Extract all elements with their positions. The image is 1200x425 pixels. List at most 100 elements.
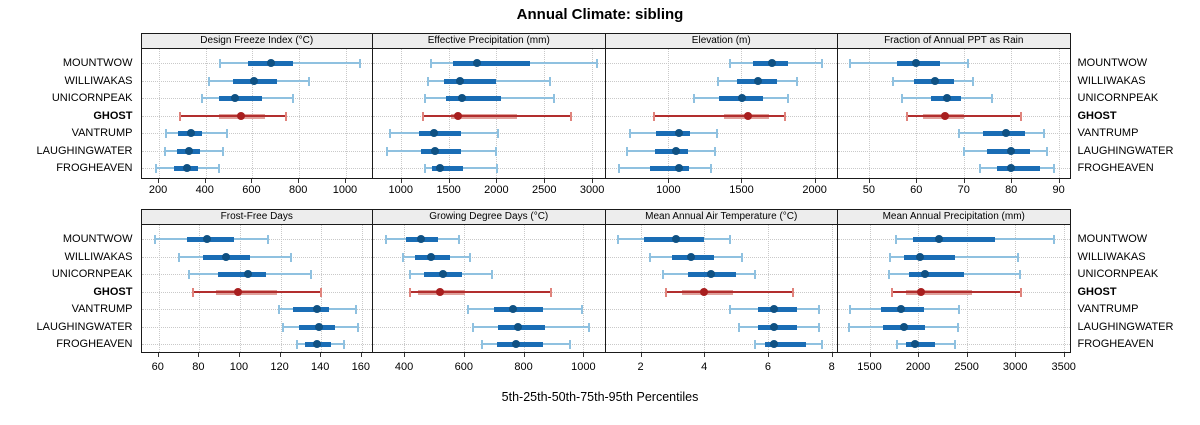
whisker-cap-low	[661, 270, 664, 279]
x-tick-label: 1500	[729, 184, 754, 196]
row-label-right: GHOST	[1077, 109, 1117, 122]
row-label-left: GHOST	[93, 285, 133, 298]
row-label-right: UNICORNPEAK	[1077, 92, 1159, 104]
whisker-cap-low	[649, 252, 652, 262]
median-dot	[186, 129, 195, 137]
whisker-cap-low	[617, 164, 620, 173]
whisker-cap-low	[188, 270, 191, 279]
panel-strip: Design Freeze Index (°C)	[140, 33, 373, 49]
median-dot	[912, 59, 921, 67]
whisker-cap-high	[792, 287, 795, 297]
h-gridline	[605, 326, 837, 328]
median-dot	[1007, 164, 1016, 172]
whisker-cap-low	[652, 111, 655, 121]
v-gridline	[668, 49, 670, 178]
v-gridline	[199, 225, 201, 352]
whisker-cap-high	[709, 164, 712, 173]
whisker-cap-high	[496, 164, 499, 173]
median-dot	[454, 111, 463, 120]
whisker-cap-high	[715, 129, 718, 138]
v-gridline	[868, 49, 870, 178]
x-tick-label: 2500	[532, 184, 557, 196]
median-dot	[770, 340, 779, 348]
whisker-cap-high	[754, 270, 757, 279]
whisker-cap-high	[956, 322, 959, 332]
x-tick-label: 1000	[571, 361, 596, 373]
whisker-cap-high	[991, 94, 994, 103]
h-gridline	[605, 133, 837, 134]
whisker-cap-low	[894, 235, 897, 244]
median-dot	[687, 252, 696, 261]
whisker-cap-low	[957, 129, 960, 138]
median-dot	[671, 235, 680, 243]
h-gridline	[141, 150, 372, 152]
x-tick-label: 1500	[857, 361, 882, 373]
whisker-cap-low	[887, 270, 890, 279]
row-label-right: MOUNTWOW	[1077, 57, 1148, 69]
median-dot	[920, 270, 929, 278]
x-tick-label: 8	[828, 361, 835, 373]
median-dot	[435, 164, 444, 172]
v-gridline	[1058, 49, 1060, 178]
median-dot	[935, 235, 944, 243]
whisker-cap-high	[786, 94, 789, 103]
v-gridline	[1063, 225, 1065, 352]
v-gridline	[767, 225, 769, 352]
median-dot	[438, 270, 447, 278]
panel-strip: Growing Degree Days (°C)	[373, 209, 606, 225]
row-label-left: WILLIWAKAS	[64, 74, 133, 87]
x-tick-mark	[320, 353, 322, 357]
x-tick-mark	[158, 179, 160, 183]
iqr-bar	[420, 148, 461, 154]
whisker-cap-high	[796, 76, 799, 86]
row-label-right: VANTRUMP	[1077, 127, 1139, 139]
x-tick-label: 1500	[436, 184, 461, 196]
x-tick-mark	[963, 179, 965, 183]
row-label-right: UNICORNPEAK	[1077, 268, 1159, 280]
h-gridline	[605, 344, 837, 345]
x-tick-mark	[767, 353, 769, 357]
x-tick-mark	[544, 179, 546, 183]
median-dot	[931, 76, 940, 85]
x-tick-mark	[523, 353, 525, 357]
whisker-cap-high	[714, 146, 717, 156]
median-dot	[249, 76, 258, 85]
whisker-cap-high	[458, 235, 461, 244]
row-label-right: GHOST	[1077, 285, 1117, 298]
whisker-cap-high	[741, 252, 744, 262]
whisker-cap-high	[1017, 252, 1020, 262]
whisker-cap-high	[588, 322, 591, 332]
median-dot	[244, 270, 253, 278]
iqr-bar	[443, 78, 497, 84]
x-tick-label: 120	[270, 361, 289, 373]
v-gridline	[159, 49, 161, 178]
whisker-cap-high	[497, 129, 500, 138]
whisker-cap-low	[754, 340, 757, 349]
median-dot	[313, 305, 322, 313]
whisker-cap-low	[192, 287, 195, 297]
whisker-cap-low	[629, 129, 632, 138]
row-label-right: WILLIWAKAS	[1077, 74, 1146, 87]
median-dot	[183, 164, 192, 172]
h-gridline	[838, 168, 1070, 169]
whisker-cap-high	[595, 59, 598, 68]
panel-plot	[373, 49, 606, 179]
whisker-cap-low	[201, 94, 204, 103]
row-label-left: VANTRUMP	[71, 127, 133, 139]
median-dot	[943, 94, 952, 102]
row-label-left: LAUGHINGWATER	[36, 320, 133, 333]
x-tick-label: 100	[229, 361, 249, 373]
whisker-cap-high	[570, 111, 573, 121]
x-tick-label: 3000	[579, 184, 605, 196]
v-gridline	[463, 225, 465, 352]
x-tick-label: 400	[195, 184, 214, 196]
whisker-cap-high	[267, 235, 270, 244]
x-tick-mark	[238, 353, 240, 357]
x-tick-mark	[463, 353, 465, 357]
x-tick-label: 1000	[332, 184, 358, 196]
whisker-cap-high	[354, 305, 357, 314]
median-dot	[917, 287, 925, 296]
whisker-cap-low	[888, 252, 891, 262]
row-label-left: MOUNTWOW	[62, 57, 133, 69]
median-dot	[233, 287, 242, 296]
